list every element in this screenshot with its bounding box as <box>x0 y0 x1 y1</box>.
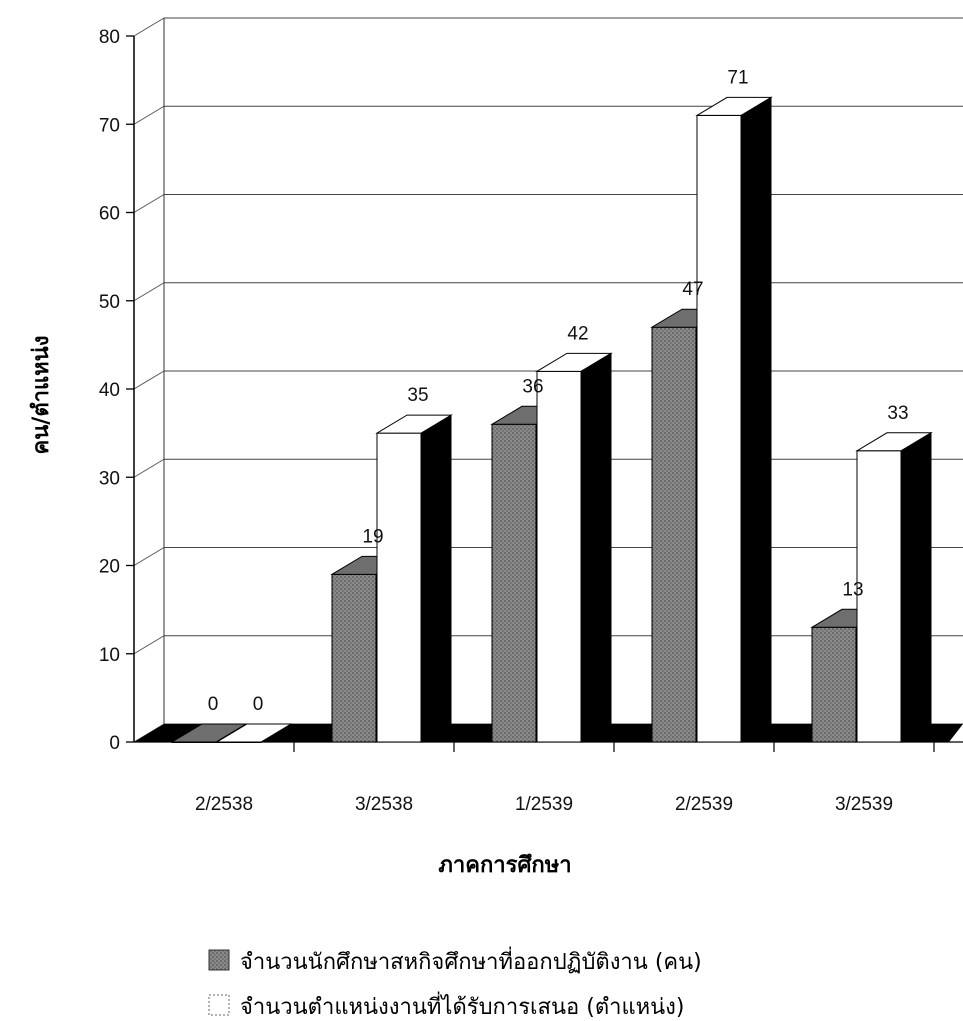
gridline-side <box>133 635 165 655</box>
legend: จำนวนนักศึกษาสหกิจศึกษาที่ออกปฏิบัติงาน … <box>208 946 702 1020</box>
legend-item-students: จำนวนนักศึกษาสหกิจศึกษาที่ออกปฏิบัติงาน … <box>208 946 702 975</box>
labels: 2/2538 3/2538 1/2539 2/2539 3/2539 0 19 36 47 13 0… <box>195 67 909 815</box>
x-tick-label: 2/2539 <box>675 794 733 815</box>
bar-front <box>376 432 422 743</box>
x-tick-label: 1/2539 <box>515 794 573 815</box>
bar-front <box>856 450 902 743</box>
data-label: 36 <box>522 376 543 397</box>
gridline-side <box>133 282 165 302</box>
bar-side <box>420 414 452 743</box>
x-tick-label: 2/2538 <box>195 794 253 815</box>
y-tick-label: 10 <box>99 645 120 666</box>
legend-label-students: จำนวนนักศึกษาสหกิจศึกษาที่ออกปฏิบัติงาน … <box>240 946 702 975</box>
data-label: 71 <box>727 67 748 88</box>
gridline-side <box>133 458 165 478</box>
bar-side <box>580 352 612 743</box>
gridline-side <box>133 547 165 566</box>
gridline-side <box>133 194 165 213</box>
bar-top <box>535 352 613 372</box>
data-label: 33 <box>887 403 908 424</box>
bar-front <box>536 370 582 743</box>
bar-top <box>170 723 248 743</box>
gridline-side <box>133 370 165 390</box>
data-label: 35 <box>407 385 428 406</box>
bar-front <box>651 326 697 743</box>
bars <box>134 96 963 743</box>
bar-side <box>740 96 772 743</box>
y-tick-label: 40 <box>99 380 120 401</box>
y-tick-label: 0 <box>109 733 120 754</box>
bar-top <box>695 96 773 116</box>
bar <box>535 352 613 743</box>
data-label: 13 <box>842 579 863 600</box>
bar-top <box>215 723 293 743</box>
y-tick-label: 30 <box>99 468 120 489</box>
data-label: 47 <box>682 279 703 300</box>
y-tick-label: 20 <box>99 557 120 578</box>
y-tick-label: 50 <box>99 292 120 313</box>
bar-top <box>855 432 933 452</box>
data-label: 0 <box>208 694 219 715</box>
bar-top <box>375 414 453 434</box>
bar-front <box>491 423 537 743</box>
gridline-side <box>133 105 165 125</box>
bar <box>695 96 773 743</box>
y-tick-label: 70 <box>99 115 120 136</box>
bar <box>375 414 453 743</box>
bar-front <box>696 114 742 743</box>
legend-item-positions: จำนวนตำแหน่งงานที่ได้รับการเสนอ (ตำแหน่ง… <box>208 991 685 1020</box>
data-label: 19 <box>362 526 383 547</box>
bar-side <box>900 431 932 743</box>
bar-front <box>331 573 377 743</box>
x-axis-title: ภาคการศึกษา <box>438 852 571 878</box>
bar <box>215 723 293 743</box>
data-label: 0 <box>253 694 264 715</box>
bar-front <box>811 626 857 743</box>
x-tick-label: 3/2538 <box>355 794 413 815</box>
y-axis-title: คน/ตำแหน่ง <box>28 336 54 455</box>
gridline-side <box>133 17 165 37</box>
data-label: 42 <box>567 323 588 344</box>
y-tick-label: 80 <box>99 27 120 48</box>
legend-label-positions: จำนวนตำแหน่งงานที่ได้รับการเสนอ (ตำแหน่ง… <box>240 991 685 1020</box>
y-tick-label: 60 <box>99 204 120 225</box>
x-tick-label: 3/2539 <box>835 794 893 815</box>
legend-swatch-positions <box>208 994 230 1016</box>
bar <box>855 431 933 743</box>
legend-swatch-students <box>208 949 230 971</box>
